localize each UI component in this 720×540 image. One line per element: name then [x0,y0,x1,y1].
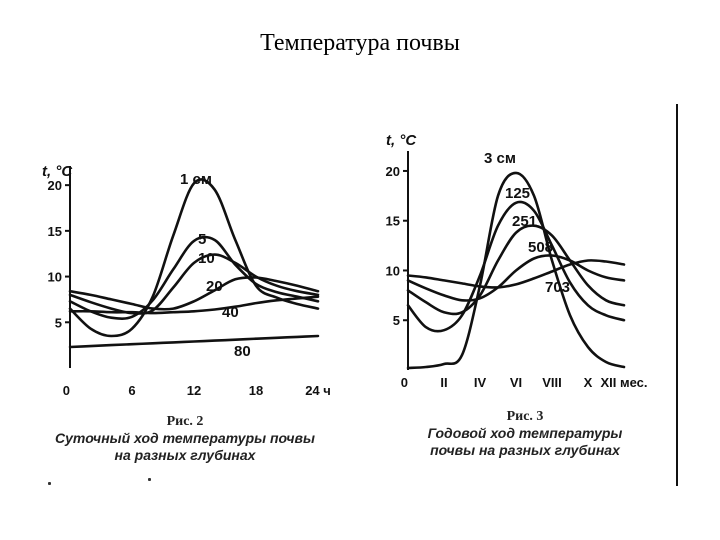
chart2-series-line [406,224,626,316]
chart2-x-tick-label: VI [510,375,522,390]
chart2-y-tick-label: 15 [386,214,400,229]
chart2-x-tick-label: 0 [401,375,408,390]
caption-fig-2-number: Рис. 2 [166,414,204,429]
scan-speck [48,482,51,485]
chart1-y-tick-label: 20 [48,178,62,193]
chart2-series-line [406,259,626,289]
chart1-series-line [68,178,320,338]
caption-fig-2-line-2: на разных глубинах [114,447,256,463]
caption-fig-3: Рис. 3 Годовой ход температуры почвы на … [400,409,650,459]
chart1-y-tick-label: 10 [48,270,62,285]
chart1-x-tick-label: 0 [63,383,70,398]
chart1-series-label: 1 см [180,171,212,188]
chart1-series-line [68,334,320,349]
chart2-series-line [406,200,626,333]
chart1-x-tick-label: 6 [128,383,135,398]
chart1-series-line [68,235,320,320]
chart2-x-tick-label: XII мес. [600,375,647,390]
chart2-x-tick-label: II [440,375,447,390]
chart2-series-label: 251 [512,213,537,230]
chart1-series-label: 5 [198,231,206,248]
caption-fig-3-number: Рис. 3 [506,409,544,424]
chart1-series-line [68,253,320,315]
caption-fig-2-line-1: Суточный ход температуры почвы [55,430,315,446]
chart1-x-tick-label: 18 [249,383,263,398]
scan-speck [148,478,151,481]
chart1-series-line [68,295,320,315]
chart2-y-tick-label: 5 [393,313,400,328]
chart2-y-tick-label: 20 [386,164,400,179]
caption-fig-2: Рис. 2 Суточный ход температуры почвы на… [40,414,330,464]
chart1-y-tick-label: 15 [48,224,62,239]
chart2-series-label: 3 см [484,150,516,167]
chart1-x-tick-label: 24 ч [305,383,331,398]
chart1-y-axis-label: t, °C [42,163,73,180]
chart2-series-label: 508 [528,239,553,256]
caption-fig-3-line-2: почвы на разных глубинах [430,442,620,458]
chart1-series-label: 80 [234,343,251,360]
scan-edge-line [676,104,678,486]
caption-fig-3-line-1: Годовой ход температуры [427,425,623,441]
chart2-x-tick-label: VIII [542,375,562,390]
chart1-series-line [68,276,320,311]
chart1-series-label: 10 [198,250,215,267]
chart2-x-tick-label: X [584,375,593,390]
chart2-series-label: 125 [505,185,530,202]
chart1-series-label: 40 [222,304,239,321]
chart2-series-label: 703 [545,279,570,296]
slide-title: Температура почвы [260,30,460,56]
chart2-y-axis-label: t, °C [386,132,417,149]
chart1-y-tick-label: 5 [55,315,62,330]
chart2-x-tick-label: IV [474,375,487,390]
chart1-x-tick-label: 12 [187,383,201,398]
chart1-series-label: 20 [206,278,223,295]
chart2-series-line [406,171,626,370]
chart2-series-line [406,254,626,302]
chart2-y-tick-label: 10 [386,263,400,278]
